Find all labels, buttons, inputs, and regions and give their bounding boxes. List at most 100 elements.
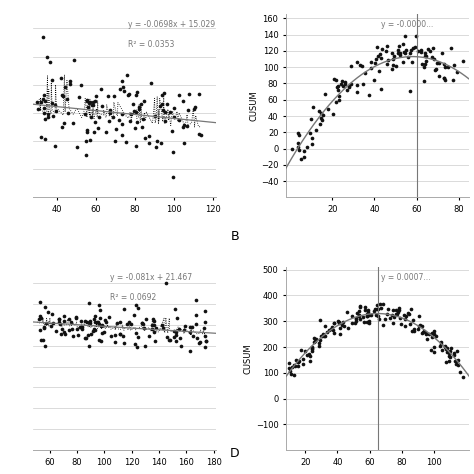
Point (409, 317, 417, 324)
Point (364, 318, 371, 325)
Point (101, 317, 109, 324)
Point (82, 137, 90, 145)
Point (91, 318, 99, 326)
Point (137, 100, 145, 108)
Point (329, 326, 337, 334)
Point (421, 52, 429, 60)
Point (129, 100, 137, 108)
Point (83, 126, 91, 134)
Point (401, 49, 409, 56)
Point (197, 131, 204, 139)
Point (161, 109, 169, 116)
Point (295, 146, 302, 154)
Point (77, 323, 85, 331)
Point (356, 61, 364, 68)
Point (308, 347, 315, 355)
Point (197, 338, 204, 346)
Point (414, 47, 421, 55)
Point (348, 319, 356, 327)
Point (165, 337, 173, 344)
Point (396, 51, 404, 59)
Point (157, 139, 165, 147)
Point (81, 318, 89, 325)
Point (134, 304, 142, 311)
Point (430, 343, 438, 350)
Point (65, 327, 73, 334)
Point (392, 310, 400, 318)
Point (123, 71, 131, 78)
Point (392, 63, 400, 70)
Point (316, 121, 324, 128)
Point (336, 96, 343, 104)
Point (37, 337, 45, 344)
Point (98, 321, 106, 328)
Point (39, 337, 46, 344)
Point (354, 309, 361, 316)
Point (106, 106, 114, 114)
Point (423, 336, 431, 343)
Text: D: D (230, 447, 239, 460)
Point (152, 112, 159, 120)
Point (391, 52, 398, 59)
Point (406, 310, 413, 318)
Point (148, 321, 156, 328)
Point (397, 320, 404, 328)
Point (407, 320, 414, 328)
Point (97, 314, 104, 321)
Point (82, 151, 90, 159)
Point (317, 317, 324, 324)
Point (421, 60, 429, 67)
Point (401, 48, 408, 56)
Point (356, 303, 364, 310)
Point (441, 74, 448, 82)
Point (48, 99, 55, 107)
Point (113, 319, 120, 327)
Point (60, 92, 67, 100)
Point (356, 308, 363, 315)
Point (175, 325, 182, 332)
Point (127, 109, 135, 117)
Point (352, 317, 359, 325)
Point (102, 128, 110, 136)
Point (100, 328, 108, 336)
Point (292, 356, 300, 364)
Point (138, 123, 146, 130)
Point (201, 318, 209, 326)
Point (405, 309, 412, 316)
Point (420, 64, 428, 71)
Point (361, 306, 369, 314)
Point (352, 315, 360, 322)
Point (332, 76, 339, 83)
Point (73, 315, 80, 322)
Point (34, 105, 42, 113)
Point (300, 147, 308, 155)
Point (328, 324, 336, 331)
Point (353, 58, 361, 66)
Point (373, 55, 380, 63)
Point (82, 334, 90, 342)
Point (91, 128, 98, 136)
Point (336, 324, 344, 331)
Point (196, 339, 203, 347)
Point (447, 345, 455, 352)
Point (138, 319, 146, 326)
Point (421, 49, 428, 57)
Point (434, 59, 441, 66)
Point (320, 332, 328, 340)
Point (148, 326, 155, 333)
Point (430, 55, 438, 63)
Point (118, 110, 126, 118)
Point (355, 311, 362, 319)
Point (380, 300, 387, 308)
Point (192, 311, 200, 319)
Point (374, 43, 381, 51)
Point (298, 346, 305, 354)
Point (134, 334, 141, 341)
Point (355, 312, 363, 320)
Point (456, 368, 463, 375)
Point (145, 132, 153, 139)
Point (299, 355, 307, 363)
Point (393, 310, 401, 318)
Point (388, 50, 395, 57)
Point (119, 83, 127, 91)
